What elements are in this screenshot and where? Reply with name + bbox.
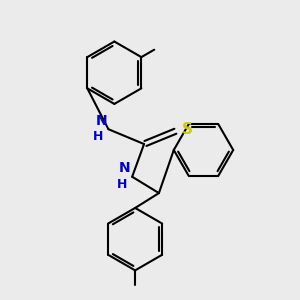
Text: S: S [182,122,193,137]
Text: N: N [95,114,107,128]
Text: H: H [93,130,103,143]
Text: H: H [117,178,127,191]
Text: N: N [119,161,131,175]
